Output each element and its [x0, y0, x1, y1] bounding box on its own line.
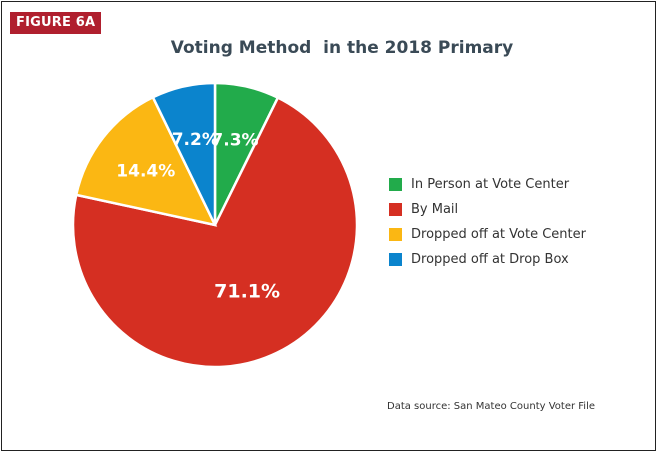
legend-swatch: [389, 178, 402, 191]
legend-label: In Person at Vote Center: [411, 177, 570, 192]
data-source-note: Data source: San Mateo County Voter File: [387, 401, 596, 412]
slice-label: 7.3%: [211, 130, 258, 150]
figure-label: FIGURE 6A: [10, 12, 102, 34]
pie-labels: 7.3% 71.1% 14.4% 7.2%: [116, 130, 280, 302]
chart-title: Voting Method in the 2018 Primary: [170, 38, 514, 58]
legend-item-by-mail: By Mail: [389, 197, 586, 222]
legend-item-in-person: In Person at Vote Center: [389, 172, 586, 197]
legend-label: By Mail: [411, 202, 459, 217]
legend-swatch: [389, 228, 402, 241]
slice-label: 7.2%: [172, 130, 219, 150]
slice-label: 14.4%: [116, 162, 175, 182]
slice-label: 71.1%: [214, 281, 280, 303]
pie-slices: [71, 81, 359, 369]
legend-item-vote-center-dropoff: Dropped off at Vote Center: [389, 222, 586, 247]
pie-slice: [151, 81, 217, 226]
pie-slice: [74, 95, 218, 227]
legend-label: Dropped off at Drop Box: [411, 252, 569, 267]
legend-label: Dropped off at Vote Center: [411, 227, 586, 242]
legend-swatch: [389, 203, 402, 216]
legend-item-drop-box: Dropped off at Drop Box: [389, 247, 586, 272]
legend: In Person at Vote Center By Mail Dropped…: [389, 172, 586, 272]
legend-swatch: [389, 253, 402, 266]
pie-slice: [71, 96, 359, 369]
